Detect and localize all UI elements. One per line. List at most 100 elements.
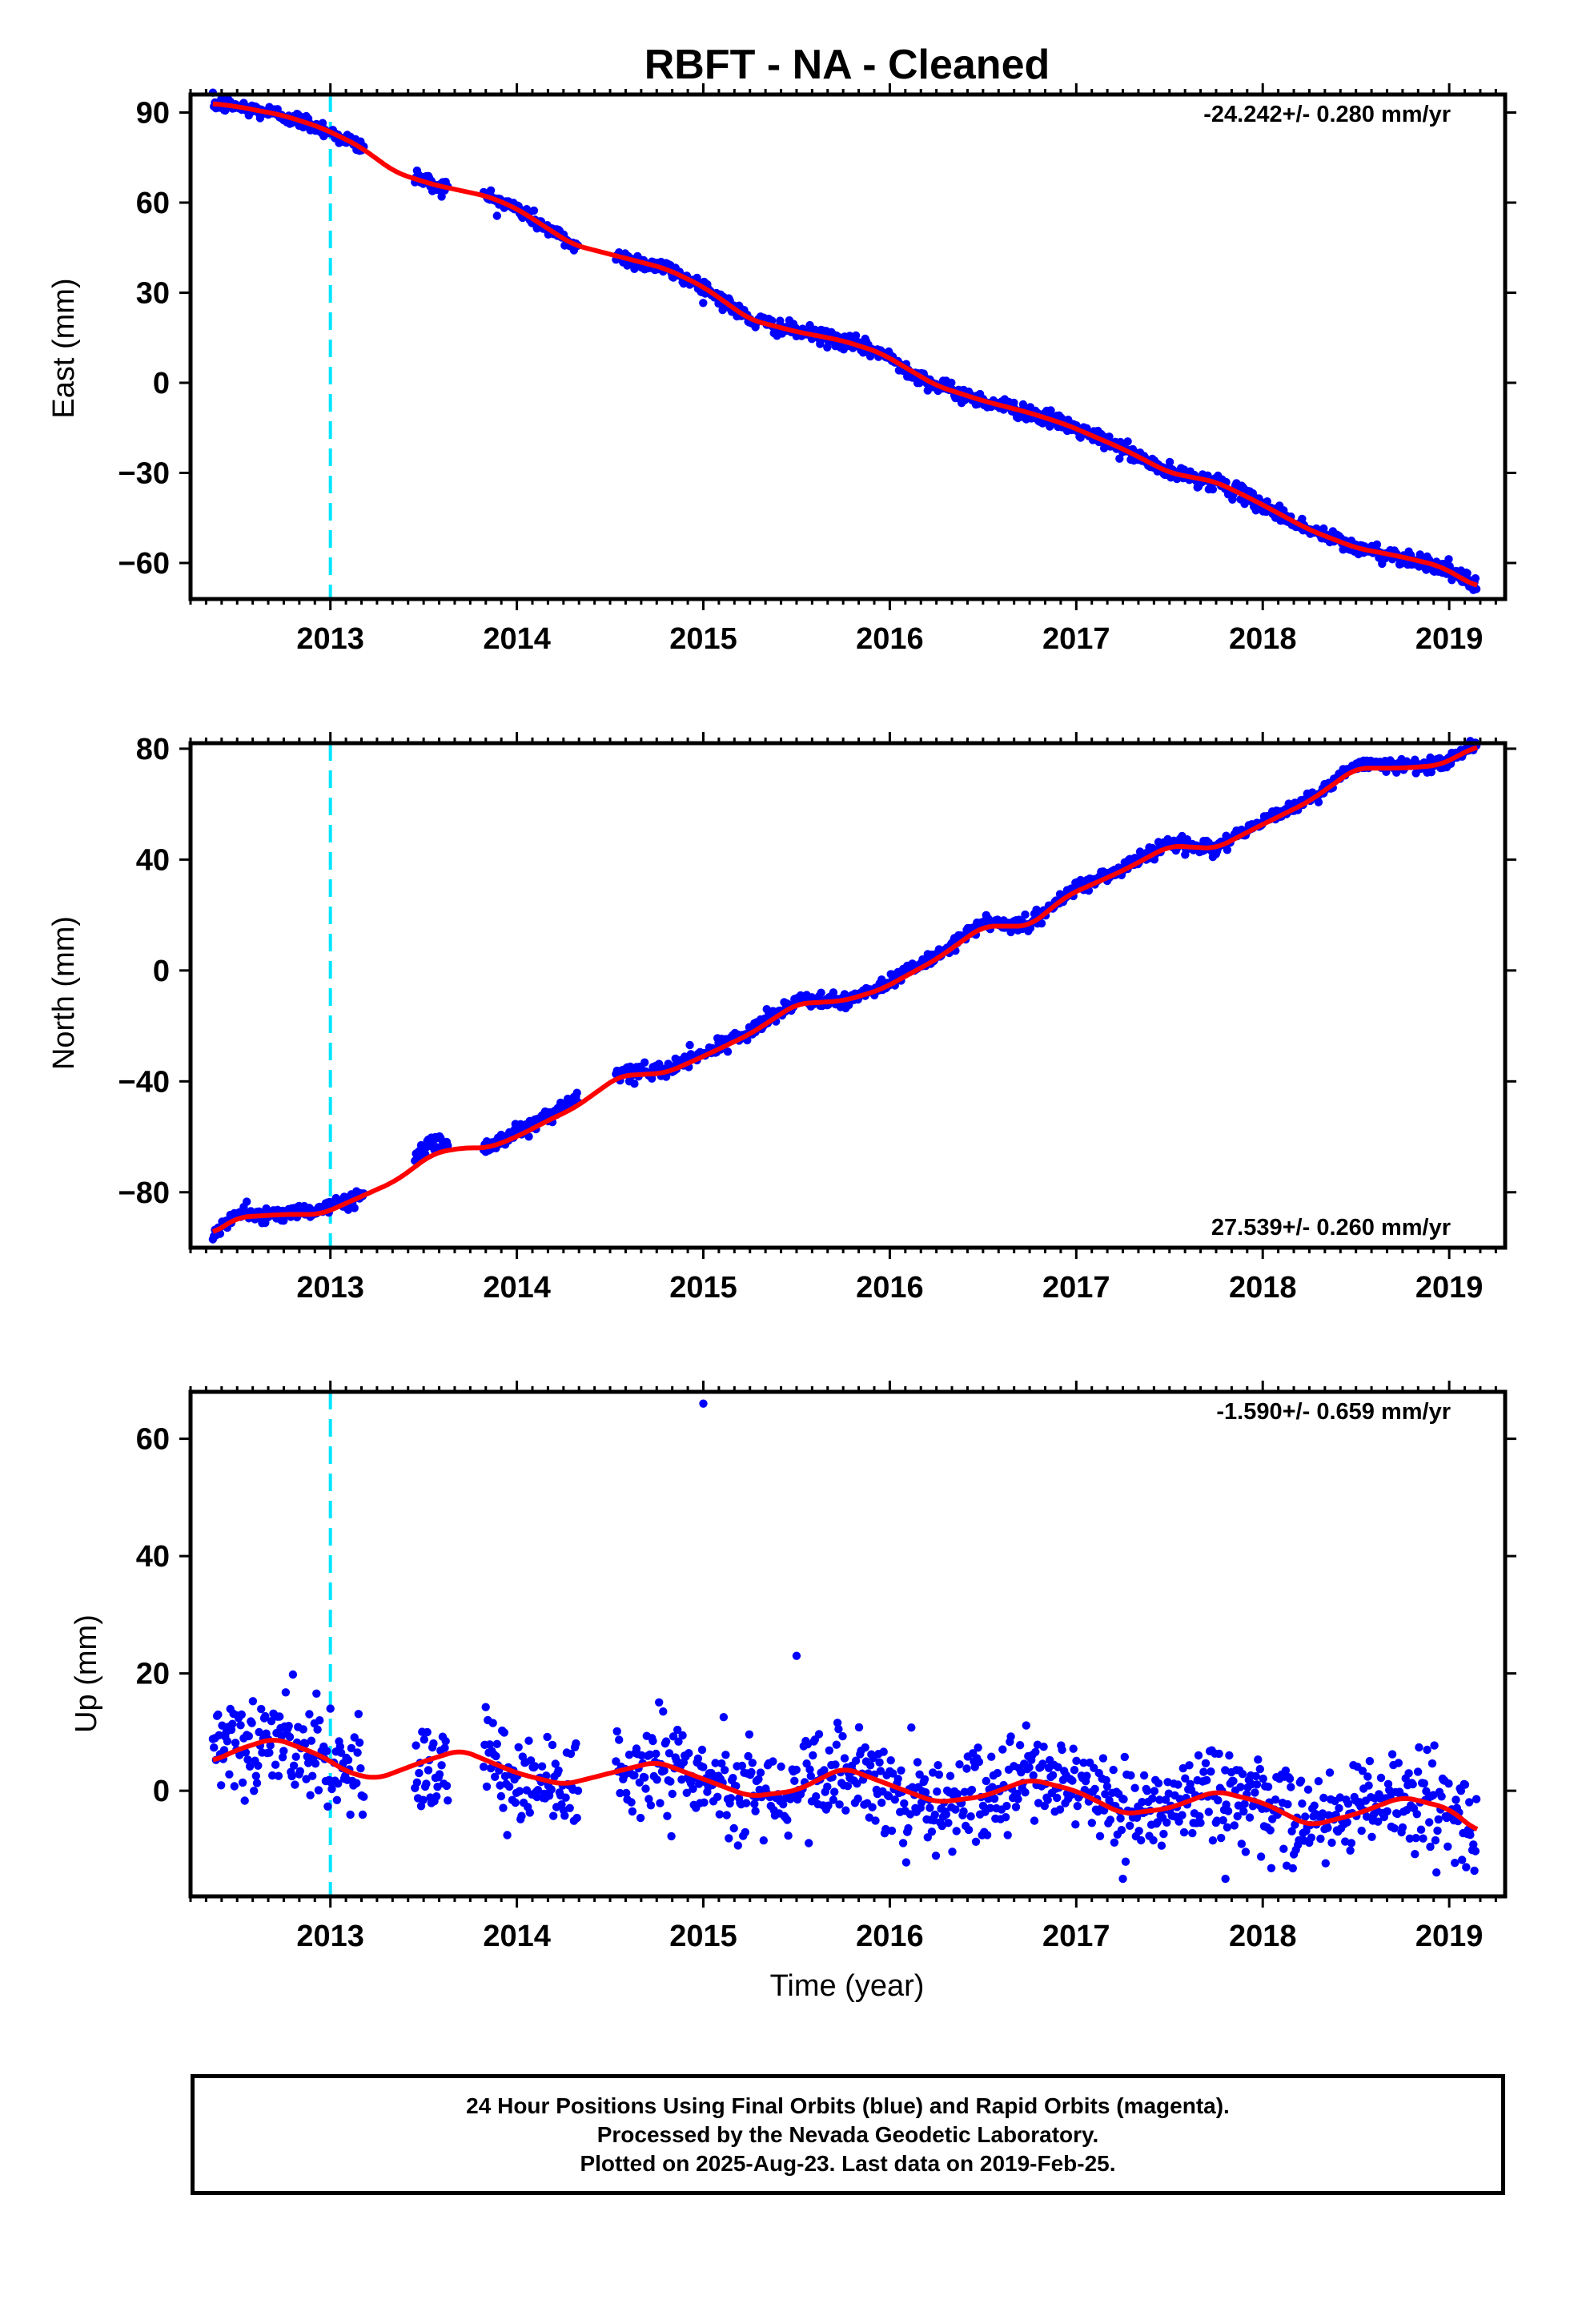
up-data-point [751, 1807, 760, 1815]
up-data-point [1423, 1745, 1431, 1755]
up-data-point [871, 1816, 880, 1825]
up-data-point [1106, 1815, 1115, 1824]
east-y-tick-label: 90 [136, 97, 170, 131]
up-data-point [1101, 1790, 1110, 1799]
up-fit-curve [212, 1738, 1479, 1831]
up-data-point [1130, 1783, 1139, 1792]
north-data-point [630, 1080, 639, 1088]
north-data-point [1314, 798, 1323, 806]
up-data-point [833, 1719, 842, 1727]
up-data-point [1223, 1807, 1233, 1815]
north-data-point [840, 990, 849, 999]
up-data-point [974, 1757, 984, 1767]
up-data-point [652, 1749, 661, 1759]
east-x-tick-label: 2014 [483, 622, 551, 656]
up-data-point [729, 1823, 738, 1833]
footer-line-2: Processed by the Nevada Geodetic Laborat… [596, 2121, 1099, 2147]
up-data-point [1419, 1779, 1429, 1788]
up-data-point [933, 1787, 942, 1796]
up-data-point [1237, 1839, 1247, 1848]
up-data-point [1149, 1835, 1158, 1845]
up-data-point [998, 1745, 1007, 1754]
up-data-point [1150, 1787, 1159, 1795]
up-data-point [1110, 1838, 1119, 1847]
up-outlier-point [1221, 1874, 1230, 1884]
up-data-point [524, 1736, 533, 1745]
up-data-point [986, 1803, 995, 1812]
up-x-tick-label: 2015 [669, 1920, 737, 1953]
up-data-point [741, 1799, 751, 1807]
up-data-point [733, 1841, 742, 1850]
up-data-point [1298, 1799, 1307, 1808]
up-data-point [442, 1781, 452, 1791]
up-data-point [422, 1779, 431, 1788]
up-data-point [1374, 1817, 1383, 1826]
up-data-point [1287, 1827, 1296, 1835]
up-data-point [829, 1795, 838, 1804]
up-data-point [323, 1802, 332, 1811]
up-data-point [1178, 1811, 1186, 1819]
up-data-point [479, 1763, 488, 1771]
up-data-point [537, 1762, 547, 1771]
up-data-point [285, 1732, 295, 1742]
up-data-point [927, 1827, 937, 1836]
up-data-point [334, 1779, 343, 1788]
up-data-point [931, 1852, 941, 1860]
up-data-point [1415, 1743, 1423, 1752]
east-data-point [1319, 524, 1328, 533]
up-data-point [659, 1707, 668, 1716]
up-data-point [660, 1766, 669, 1775]
up-data-point [699, 1763, 708, 1771]
up-data-point [741, 1827, 749, 1837]
up-data-point [722, 1811, 731, 1819]
up-data-point [1174, 1817, 1183, 1826]
up-data-point [1411, 1834, 1420, 1843]
up-data-point [1102, 1782, 1112, 1791]
up-data-point [685, 1749, 693, 1758]
up-data-point [1301, 1812, 1310, 1821]
up-data-point [336, 1748, 346, 1757]
up-data-point [1426, 1842, 1435, 1852]
east-data-point [1076, 433, 1085, 442]
up-data-point [1126, 1771, 1135, 1780]
up-data-point [1412, 1810, 1422, 1819]
up-data-point [697, 1745, 707, 1755]
up-data-point [777, 1762, 785, 1771]
up-data-point [1471, 1847, 1480, 1856]
up-data-point [1022, 1721, 1031, 1730]
east-y-axis-label: East (mm) [47, 278, 81, 418]
up-data-point [1444, 1779, 1453, 1788]
up-data-point [868, 1803, 877, 1811]
up-data-point [1179, 1827, 1189, 1837]
east-x-tick-label: 2018 [1229, 622, 1297, 656]
up-data-point [1466, 1831, 1475, 1839]
up-data-point [964, 1825, 974, 1835]
footer-line-1: 24 Hour Positions Using Final Orbits (bl… [466, 2093, 1230, 2118]
up-data-point [1161, 1795, 1170, 1804]
up-data-point [1174, 1780, 1182, 1789]
up-data-point [1325, 1768, 1335, 1777]
up-y-tick-label: 40 [136, 1540, 170, 1574]
up-data-point [1383, 1807, 1391, 1815]
up-data-point [1434, 1815, 1443, 1824]
up-data-point [1204, 1807, 1214, 1816]
up-data-point [254, 1761, 263, 1770]
east-data-point [437, 192, 446, 201]
up-data-point [1303, 1785, 1313, 1794]
up-data-point [806, 1771, 815, 1780]
up-data-point [517, 1811, 526, 1820]
up-data-point [548, 1740, 557, 1750]
up-data-point [641, 1784, 650, 1793]
up-data-point [747, 1767, 756, 1777]
up-data-point [1456, 1787, 1466, 1795]
up-data-point [482, 1782, 492, 1791]
up-data-point [306, 1791, 315, 1799]
up-data-point [1462, 1863, 1471, 1872]
east-data-point [492, 211, 501, 220]
up-data-point [250, 1787, 259, 1795]
up-data-point [907, 1723, 916, 1732]
up-data-point [615, 1735, 624, 1744]
up-data-point [302, 1775, 311, 1783]
up-data-point [920, 1775, 930, 1783]
